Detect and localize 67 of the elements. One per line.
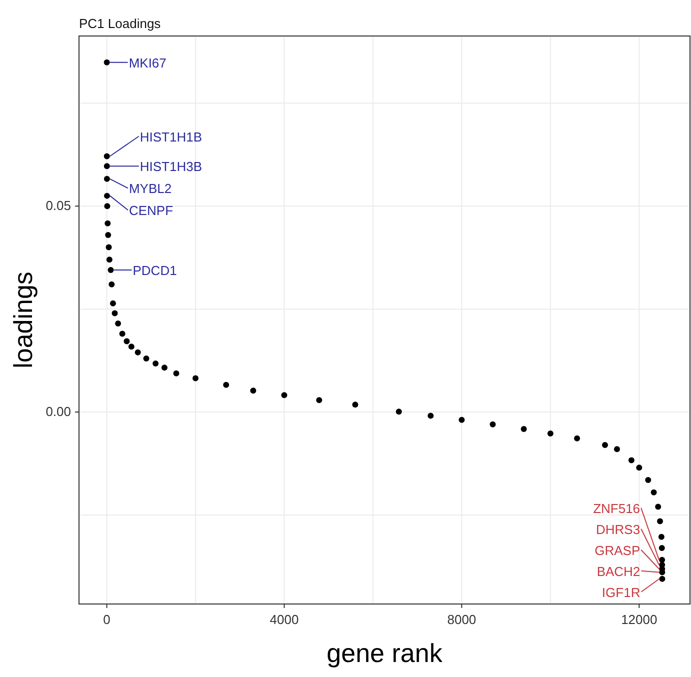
point xyxy=(428,412,434,419)
point xyxy=(655,504,662,510)
point xyxy=(281,392,288,398)
point xyxy=(110,300,116,306)
point xyxy=(104,153,110,160)
point xyxy=(192,375,199,382)
chart-title: PC1 Loadings xyxy=(79,16,162,31)
point xyxy=(352,402,358,408)
point xyxy=(104,192,110,199)
x-tick-label: 0 xyxy=(103,612,110,627)
point xyxy=(115,320,122,326)
point xyxy=(104,163,110,170)
point xyxy=(628,457,634,464)
point xyxy=(396,408,402,415)
annotation: IGF1R xyxy=(602,584,640,600)
point xyxy=(458,416,465,423)
point xyxy=(124,338,130,344)
point xyxy=(602,442,608,448)
x-tick-label: 4000 xyxy=(270,612,299,627)
point xyxy=(104,59,110,66)
annotation: MYBL2 xyxy=(128,181,172,196)
annotation: CENPF xyxy=(128,203,174,218)
point xyxy=(223,382,230,388)
point xyxy=(645,477,652,484)
x-tick-label: 8000 xyxy=(447,612,476,627)
point xyxy=(108,281,115,288)
point xyxy=(161,364,168,371)
point xyxy=(250,388,256,394)
x-tick-label: 12000 xyxy=(621,612,658,627)
x-axis-title: gene rank xyxy=(326,638,444,668)
point xyxy=(152,360,159,366)
point xyxy=(547,430,554,436)
point xyxy=(173,370,180,376)
point xyxy=(105,232,112,238)
point xyxy=(134,349,141,356)
point xyxy=(104,220,111,226)
annotation: HIST1H1B xyxy=(140,129,202,144)
point xyxy=(108,266,114,273)
point xyxy=(636,464,642,471)
point xyxy=(659,576,666,582)
point xyxy=(658,534,664,540)
point xyxy=(106,256,112,263)
point xyxy=(316,397,322,404)
annotation: ZNF516 xyxy=(593,500,640,516)
point xyxy=(104,176,110,182)
annotation: HIST1H3B xyxy=(140,159,202,174)
point xyxy=(650,489,657,496)
point xyxy=(614,446,620,452)
point xyxy=(128,344,134,350)
point xyxy=(520,426,527,432)
annotation: GRASP xyxy=(594,542,640,558)
annotation: MKI67 xyxy=(128,55,166,70)
annotation: PDCD1 xyxy=(132,262,177,278)
y-tick-label: 0.05 xyxy=(46,198,71,214)
y-tick-label: 0.00 xyxy=(46,404,71,420)
point xyxy=(106,244,112,250)
point xyxy=(574,435,580,442)
point xyxy=(658,544,665,551)
annotation: DHRS3 xyxy=(596,522,640,537)
point xyxy=(657,518,664,524)
point xyxy=(119,330,126,337)
point xyxy=(490,421,496,428)
y-axis-title: loadings xyxy=(8,272,38,368)
point xyxy=(143,356,150,362)
annotation: BACH2 xyxy=(596,564,640,579)
point xyxy=(104,203,110,210)
point xyxy=(112,310,118,316)
